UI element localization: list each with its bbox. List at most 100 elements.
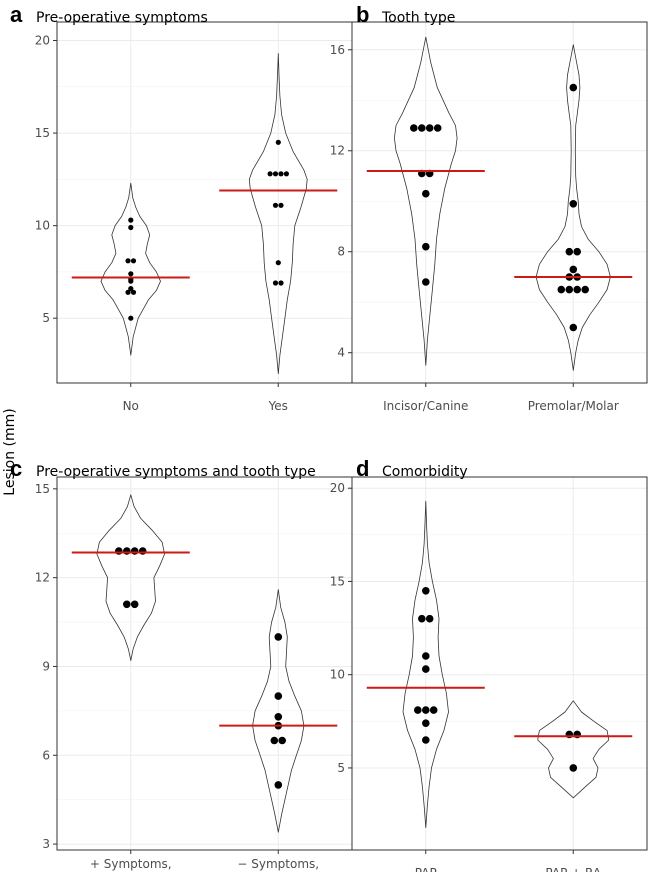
panel-d-title: Comorbidity	[382, 464, 468, 480]
panel-a-group-2-point	[272, 171, 279, 177]
panel-c-ytick-label: 9	[42, 659, 50, 673]
panel-b: 4 8 12 16 Incisor/Canine Premolar/Molar b Tooth…	[330, 2, 648, 413]
panel-a-group-1-violin	[100, 182, 161, 356]
panel-a-group-2-point	[283, 171, 289, 177]
panel-b-title: Tooth type	[381, 10, 455, 26]
panel-d-group-1-point	[422, 665, 430, 673]
panel-a-group-2-label: Yes	[268, 399, 288, 413]
panel-a-group-1-point	[125, 258, 131, 264]
panel-a-group-2-point	[278, 280, 284, 286]
panel-d-ytick-label: 10	[330, 668, 345, 682]
panel-c-ytick-label: 15	[35, 482, 50, 496]
panel-d-group-1-point	[425, 614, 434, 623]
panel-c-group-2-point	[274, 692, 283, 700]
panel-c-group-1-point	[115, 547, 123, 555]
panel-c-group-2-point	[274, 713, 283, 721]
panel-d-ytick-label: 15	[330, 574, 345, 588]
panel-b-group-2-point	[569, 323, 578, 332]
panel-a-group-1-point	[128, 217, 134, 223]
panel-b-border	[351, 21, 648, 384]
panel-c-group-2-violin	[252, 589, 305, 833]
panel-c-group-1-label-line1: + Symptoms,	[90, 857, 172, 871]
panel-d: 5 10 15 20 PAP PAP + RA d Comorbidity	[330, 456, 648, 872]
panel-b-group-1-point	[433, 124, 442, 132]
panel-a-group-1-point	[130, 289, 137, 295]
panel-a-ytick-label: 20	[35, 34, 50, 48]
panel-d-group-1-point	[422, 706, 430, 714]
panel-d-group-1-point	[418, 614, 426, 623]
panel-b-ytick-label: 4	[337, 346, 345, 360]
panel-a: 5 10 15 20 No Yes a Pre-operative symptoms	[10, 2, 353, 413]
panel-c-title: Pre-operative symptoms and tooth type	[36, 464, 316, 480]
panel-a-group-2-point	[275, 139, 281, 145]
panel-c-group-2-point	[274, 781, 283, 789]
panel-a-group-2-point	[267, 171, 273, 177]
panel-b-group-1-point	[422, 189, 430, 198]
panel-b-group-2-point	[565, 247, 574, 256]
panel-d-group-2-violin	[537, 700, 610, 799]
panel-b-group-1-point	[422, 278, 430, 286]
panel-a-group-1-point	[128, 271, 134, 277]
panel-a-group-1-label: No	[123, 399, 139, 413]
panel-b-group-2-point	[569, 83, 578, 92]
panel-d-group-2-point	[569, 764, 578, 772]
panel-a-group-1-point	[128, 286, 134, 292]
panel-c-group-2-point	[270, 736, 279, 745]
panel-a-title: Pre-operative symptoms	[36, 10, 208, 26]
panel-d-group-1-point	[422, 736, 430, 744]
panel-c-group-1-violin	[96, 494, 165, 661]
panel-a-group-2-point	[275, 260, 281, 266]
panel-d-letter: d	[356, 456, 369, 481]
panel-d-border	[351, 476, 648, 851]
panel-a-group-2-violin	[248, 53, 308, 375]
panel-a-letter: a	[10, 2, 23, 27]
panel-b-ytick-label: 12	[330, 144, 345, 158]
panel-c-background	[57, 477, 352, 850]
panel-a-ytick-label: 5	[42, 311, 50, 325]
y-axis-label: Lesion (mm)	[2, 408, 18, 495]
panel-c-ytick-label: 6	[42, 748, 50, 762]
panel-b-group-1-label: Incisor/Canine	[383, 399, 468, 413]
panel-c-group-1-point	[123, 600, 131, 609]
panel-d-background	[352, 477, 647, 850]
panel-a-ytick-label: 10	[35, 219, 50, 233]
panel-b-group-2-label: Premolar/Molar	[528, 399, 619, 413]
panel-c-ytick-label: 12	[35, 571, 50, 585]
panel-d-group-1-point	[429, 706, 438, 714]
panel-b-ytick-label: 16	[330, 43, 345, 57]
panel-b-group-2-point	[581, 285, 589, 294]
panel-a-group-2-point	[278, 171, 284, 177]
panel-d-group-1-label: PAP	[415, 866, 437, 872]
panel-d-group-1-point	[422, 719, 430, 727]
panel-c-group-1-point	[130, 547, 139, 555]
panel-d-group-1-point	[422, 652, 430, 660]
panel-d-group-1-point	[422, 587, 430, 595]
panel-a-background	[57, 22, 352, 383]
panel-b-group-1-violin	[394, 36, 458, 366]
panel-a-group-1-point	[130, 258, 137, 264]
panel-d-ytick-label: 5	[337, 761, 345, 775]
panel-b-group-2-point	[565, 285, 574, 294]
panel-b-group-2-point	[557, 285, 566, 294]
panel-a-group-1-point	[128, 278, 134, 284]
panel-c-group-2-point	[274, 633, 283, 641]
panel-b-group-2-point	[569, 265, 578, 274]
panel-a-group-2-point	[272, 202, 279, 208]
panel-b-ytick-label: 8	[337, 245, 345, 259]
panel-c-group-2-label-line1: − Symptoms,	[237, 857, 319, 871]
panel-c-group-1-point	[123, 547, 131, 555]
panel-b-group-2-point	[573, 247, 581, 256]
panel-a-group-1-point	[128, 315, 134, 321]
panel-c-group-1-point	[130, 600, 139, 609]
panel-c-group-2-point	[278, 736, 287, 745]
panel-c-group-1-point	[138, 547, 147, 555]
panel-b-group-2-point	[573, 285, 581, 294]
panel-b-group-2-violin	[535, 44, 611, 371]
panel-b-background	[352, 22, 647, 383]
panel-d-ytick-label: 20	[330, 481, 345, 495]
panel-d-group-1-point	[414, 706, 422, 714]
panel-b-group-1-point	[422, 242, 430, 251]
panel-a-group-1-point	[125, 289, 131, 295]
